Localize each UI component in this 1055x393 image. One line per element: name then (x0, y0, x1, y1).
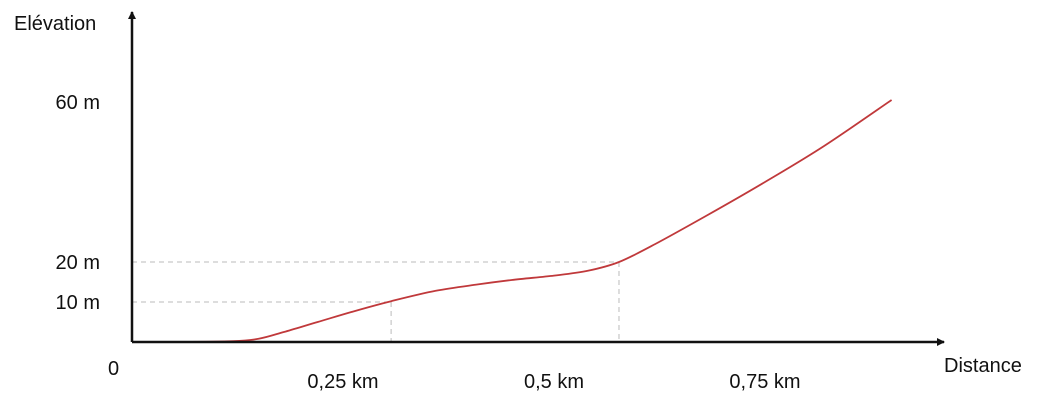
series-line-0 (131, 99, 893, 343)
y-axis-label: Elévation (14, 13, 96, 35)
series-layer (131, 99, 893, 343)
guide-lines (132, 261, 620, 342)
origin-label: 0 (108, 358, 119, 380)
y-tick-label: 60 m (56, 92, 100, 114)
x-tick-label: 0,25 km (307, 371, 378, 393)
x-tick-label: 0,75 km (729, 371, 800, 393)
y-tick-label: 10 m (56, 292, 100, 314)
x-axis-label: Distance (944, 355, 1022, 377)
y-tick-label: 20 m (56, 252, 100, 274)
tick-labels: 0,25 km 0,5 km 0,75 km 10 m 20 m 60 m (56, 92, 801, 393)
x-tick-label: 0,5 km (524, 371, 584, 393)
